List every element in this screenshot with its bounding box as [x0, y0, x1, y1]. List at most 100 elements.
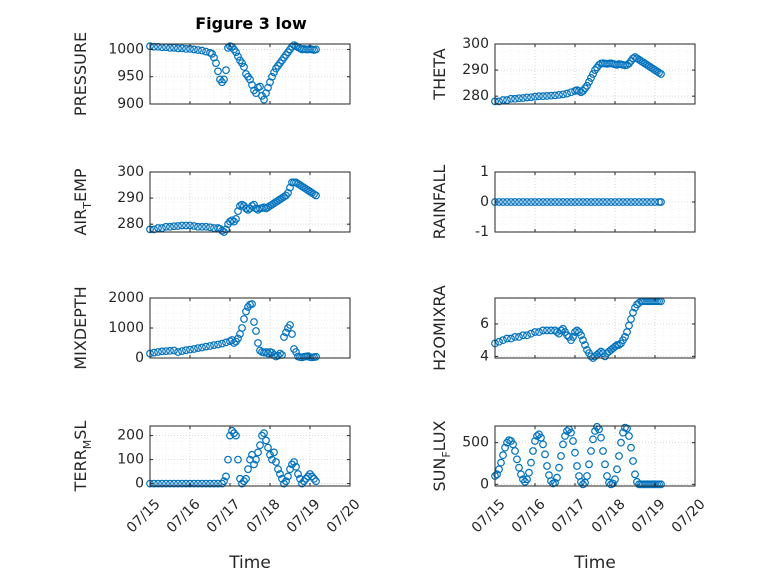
data-point — [178, 221, 186, 230]
x-tick-label: 07/18 — [244, 496, 284, 536]
data-point — [274, 465, 282, 474]
data-point — [230, 429, 238, 438]
data-point — [250, 200, 258, 209]
y-axis-label: PRESSURE — [71, 32, 90, 116]
data-point — [240, 315, 248, 323]
data-point — [517, 470, 525, 479]
data-point — [248, 202, 256, 210]
data-point — [637, 57, 645, 65]
data-point — [150, 42, 158, 51]
data-point — [585, 460, 593, 469]
data-point — [290, 458, 298, 466]
data-point — [302, 185, 310, 193]
data-point — [507, 94, 515, 103]
data-point — [567, 198, 575, 206]
data-point — [579, 198, 587, 206]
data-point — [647, 198, 655, 206]
data-point — [198, 343, 206, 352]
data-point — [515, 198, 523, 206]
data-point — [511, 198, 519, 206]
data-point — [495, 337, 503, 346]
data-point — [547, 91, 555, 100]
data-point — [599, 447, 607, 455]
terr-msl-series — [146, 426, 320, 488]
x-tick-label: 07/15 — [469, 496, 509, 536]
data-point — [647, 63, 655, 72]
data-point — [206, 342, 214, 350]
data-point — [182, 346, 190, 355]
y-tick-label: 100 — [117, 452, 144, 468]
x-axis-label: Time — [228, 553, 271, 573]
data-point — [312, 477, 320, 486]
data-point — [222, 225, 230, 234]
data-point — [234, 334, 242, 343]
data-point — [234, 207, 242, 216]
data-point — [256, 441, 264, 450]
x-tick-label: 07/18 — [589, 496, 629, 536]
data-point — [649, 64, 657, 73]
data-point — [210, 479, 218, 488]
data-point — [240, 477, 248, 486]
data-point — [519, 94, 527, 102]
data-point — [280, 333, 288, 341]
data-point — [186, 345, 194, 354]
data-point — [260, 429, 268, 438]
data-point — [611, 342, 619, 351]
y-tick-label: 0 — [480, 194, 489, 210]
data-point — [174, 479, 182, 488]
data-point — [515, 94, 523, 103]
data-point — [208, 49, 216, 58]
data-point — [292, 178, 300, 187]
grid-lines — [494, 43, 696, 104]
data-point — [531, 328, 539, 336]
data-point — [270, 448, 278, 457]
data-point — [639, 198, 647, 206]
data-point — [182, 479, 190, 488]
data-point — [619, 428, 627, 437]
y-tick-label: 0 — [135, 350, 144, 366]
data-point — [250, 318, 258, 326]
data-point — [232, 48, 240, 57]
data-point — [266, 202, 274, 210]
data-point — [190, 345, 198, 353]
data-point — [503, 96, 511, 104]
data-point — [308, 472, 316, 481]
data-point — [224, 455, 232, 464]
data-point — [250, 460, 258, 469]
y-tick-label: 4 — [480, 348, 489, 364]
data-point — [539, 92, 547, 101]
y-tick-label: 1000 — [108, 41, 144, 57]
data-point — [523, 93, 531, 102]
h2omixra-subplot: 4 6 H2OMIXRA — [430, 285, 696, 371]
data-point — [653, 67, 661, 76]
data-point — [519, 331, 527, 340]
y-tick-label: 900 — [117, 96, 144, 112]
data-point — [226, 431, 234, 440]
data-point — [507, 198, 515, 206]
data-point — [278, 194, 286, 202]
theta-subplot: 280 290 300 THETA — [430, 36, 696, 106]
data-point — [555, 463, 563, 472]
data-point — [627, 198, 635, 206]
data-point — [559, 198, 567, 206]
data-point — [583, 198, 591, 206]
data-point — [222, 472, 230, 481]
data-point — [603, 472, 611, 480]
data-point — [312, 191, 320, 200]
data-point — [238, 200, 246, 209]
data-point — [589, 435, 597, 444]
data-point — [577, 88, 585, 97]
y-axis-label: H2OMIXRA — [430, 285, 449, 371]
data-point — [166, 222, 174, 231]
data-point — [511, 94, 519, 103]
y-tick-label: 280 — [462, 88, 489, 104]
y-tick-label: 0 — [135, 476, 144, 492]
data-point — [629, 457, 637, 465]
data-point — [214, 67, 222, 76]
x-tick-label: 07/15 — [124, 496, 164, 536]
data-point — [190, 45, 198, 54]
data-point — [190, 479, 198, 488]
data-point — [254, 448, 262, 457]
